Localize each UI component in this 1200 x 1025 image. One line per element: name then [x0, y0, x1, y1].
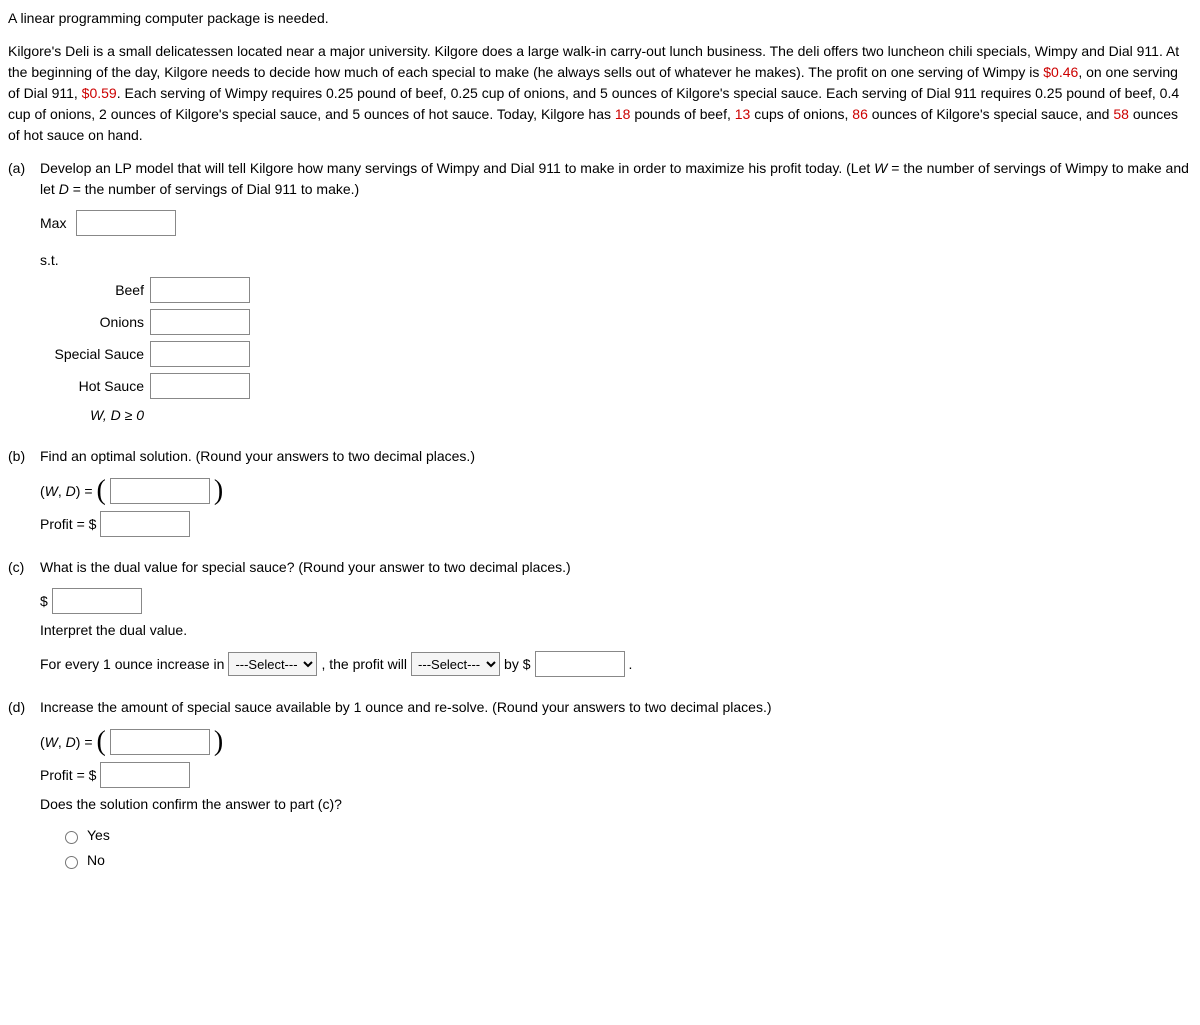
open-paren-icon: (	[97, 477, 106, 505]
profit-eq-label-d: Profit = $	[40, 765, 96, 786]
direction-select[interactable]: ---Select---	[411, 652, 500, 676]
no-radio[interactable]	[65, 856, 78, 869]
onions-constraint-input[interactable]	[150, 309, 250, 335]
special-sauce-label: Special Sauce	[40, 344, 150, 365]
confirm-question: Does the solution confirm the answer to …	[40, 794, 1192, 815]
max-label: Max	[40, 213, 76, 234]
profit-eq-label: Profit = $	[40, 514, 96, 535]
wimpy-profit: $0.46	[1043, 64, 1078, 80]
var-w: W	[874, 160, 887, 176]
p1a: Kilgore's Deli is a small delicatessen l…	[8, 43, 1179, 80]
part-b-text: Find an optimal solution. (Round your an…	[40, 446, 1192, 467]
interpret-label: Interpret the dual value.	[40, 620, 1192, 641]
profit-input-d[interactable]	[100, 762, 190, 788]
special-sauce-constraint-input[interactable]	[150, 341, 250, 367]
w-italic-d: W	[45, 734, 58, 750]
part-c-label: (c)	[8, 557, 40, 683]
nonneg-label: W, D ≥ 0	[40, 405, 150, 426]
yes-label: Yes	[87, 825, 110, 846]
wd-solution-input-d[interactable]	[110, 729, 210, 755]
hot-sauce-label: Hot Sauce	[40, 376, 150, 397]
dial-profit: $0.59	[82, 85, 117, 101]
onions-label: Onions	[40, 312, 150, 333]
c-sent-2: , the profit will	[321, 654, 407, 675]
w-italic: W	[45, 483, 58, 499]
sauce-amt: 86	[852, 106, 868, 122]
dollar-label: $	[40, 591, 48, 612]
beef-label: Beef	[40, 280, 150, 301]
close-paren-icon-d: )	[214, 728, 223, 756]
profit-input[interactable]	[100, 511, 190, 537]
part-d-label: (d)	[8, 697, 40, 875]
close-paren-icon: )	[214, 477, 223, 505]
d-italic: D	[66, 483, 76, 499]
onions-amt: 13	[735, 106, 751, 122]
increase-select[interactable]: ---Select---	[228, 652, 317, 676]
p1d: pounds of beef,	[630, 106, 734, 122]
p1f: ounces of Kilgore's special sauce, and	[868, 106, 1114, 122]
period: .	[629, 654, 633, 675]
intro-line: A linear programming computer package is…	[8, 8, 1192, 29]
wd-solution-input[interactable]	[110, 478, 210, 504]
no-label: No	[87, 850, 105, 871]
beef-amt: 18	[615, 106, 631, 122]
p1e: cups of onions,	[750, 106, 852, 122]
wd-eq-label-d: (W, D) =	[40, 732, 93, 753]
part-d-text: Increase the amount of special sauce ava…	[40, 697, 1192, 718]
part-a-label: (a)	[8, 158, 40, 432]
part-a-text: Develop an LP model that will tell Kilgo…	[40, 158, 1192, 200]
yes-radio[interactable]	[65, 831, 78, 844]
part-b-label: (b)	[8, 446, 40, 543]
st-label: s.t.	[40, 250, 76, 271]
objective-input[interactable]	[76, 210, 176, 236]
change-amount-input[interactable]	[535, 651, 625, 677]
a-text-1: Develop an LP model that will tell Kilgo…	[40, 160, 874, 176]
problem-text: Kilgore's Deli is a small delicatessen l…	[8, 41, 1192, 146]
wd-eq-label: (W, D) =	[40, 481, 93, 502]
part-c-text: What is the dual value for special sauce…	[40, 557, 1192, 578]
d-italic-d: D	[66, 734, 76, 750]
var-d: D	[59, 181, 69, 197]
dual-value-input[interactable]	[52, 588, 142, 614]
beef-constraint-input[interactable]	[150, 277, 250, 303]
c-sent-3: by $	[504, 654, 530, 675]
a-text-3: = the number of servings of Dial 911 to …	[69, 181, 359, 197]
hot-amt: 58	[1113, 106, 1129, 122]
hot-sauce-constraint-input[interactable]	[150, 373, 250, 399]
open-paren-icon-d: (	[97, 728, 106, 756]
c-sent-1: For every 1 ounce increase in	[40, 654, 224, 675]
